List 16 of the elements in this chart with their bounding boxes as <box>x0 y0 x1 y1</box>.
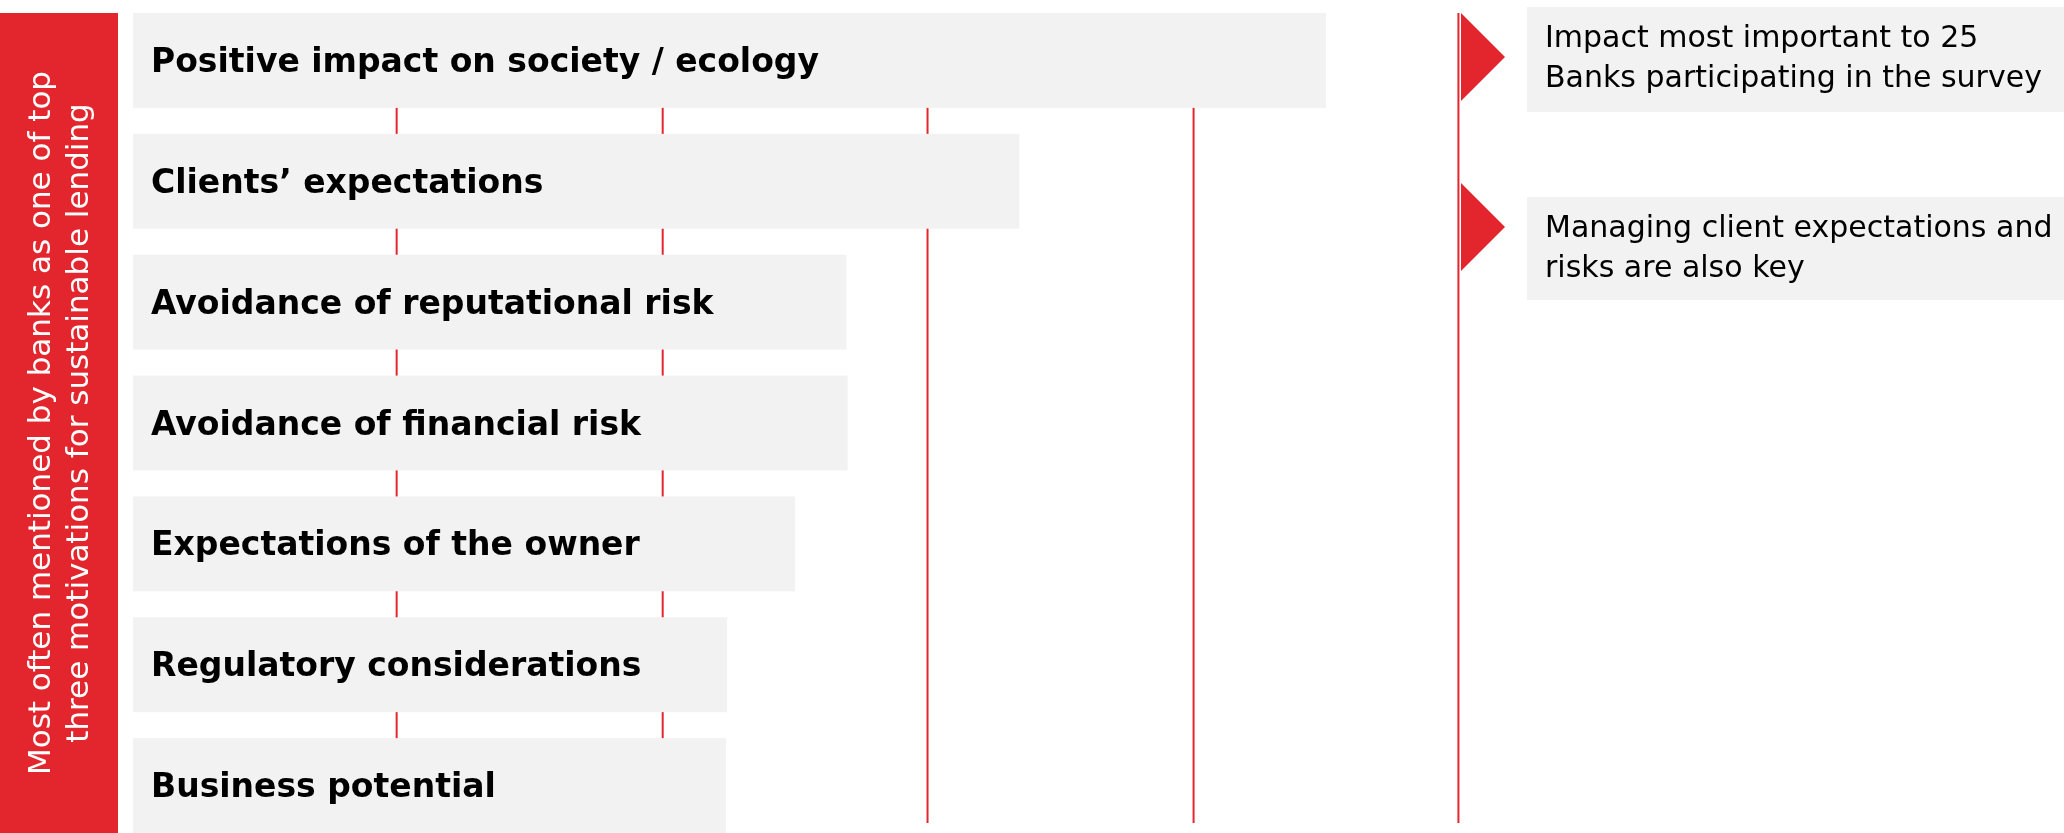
bar <box>133 133 1020 229</box>
text: Managing client expectations and risks are also key <box>1545 209 2053 284</box>
bar <box>133 738 726 833</box>
y-tick-label: Positive impact on society / ecology <box>151 40 819 80</box>
y-tick-label: Regulatory considerations <box>151 645 642 685</box>
y-tick-label: Business potential <box>151 766 496 806</box>
bar <box>133 254 847 350</box>
bar <box>133 13 1326 108</box>
y-tick-label: Avoidance of financial risk <box>151 403 643 443</box>
y-axis-title: Most often mentioned by banks as one of top three motivations for sustainable lending <box>21 70 95 776</box>
bar <box>133 496 796 592</box>
y-tick-label: Clients’ expectations <box>151 161 544 201</box>
y-tick-label: Expectations of the owner <box>151 524 641 564</box>
bar <box>133 375 848 471</box>
y-tick-label: Avoidance of reputational risk <box>151 282 715 322</box>
text: Impact most important to 25 Banks participating in the survey <box>1545 19 2042 94</box>
